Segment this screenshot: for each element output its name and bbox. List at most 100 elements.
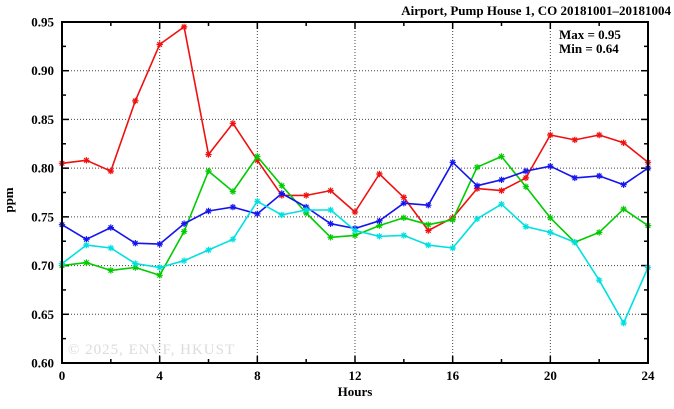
data-point-marker — [205, 151, 212, 158]
data-point-marker — [473, 163, 481, 171]
data-point-marker — [156, 264, 163, 271]
x-tick-label: 4 — [156, 368, 163, 383]
data-point-marker — [547, 162, 554, 170]
data-point-marker — [620, 139, 627, 147]
data-point-marker — [132, 260, 139, 267]
data-point-marker — [571, 136, 578, 144]
data-point-marker — [254, 198, 261, 205]
data-point-marker — [620, 181, 627, 188]
x-tick-label: 24 — [642, 368, 656, 383]
data-point-marker — [132, 97, 139, 105]
plot-border — [61, 21, 649, 364]
y-tick-label: 0.80 — [31, 161, 54, 176]
y-tick-label: 0.85 — [31, 112, 54, 127]
data-point-marker — [547, 131, 554, 139]
data-point-marker — [254, 157, 261, 164]
data-point-marker — [596, 131, 603, 139]
data-point-marker — [449, 244, 456, 252]
data-point-marker — [351, 232, 359, 239]
data-point-marker — [498, 187, 505, 194]
data-point-marker — [473, 182, 481, 189]
x-tick-label: 0 — [59, 368, 66, 383]
data-point-marker — [107, 224, 115, 231]
data-point-marker — [620, 319, 627, 327]
data-point-marker — [156, 41, 163, 48]
data-point-marker — [425, 241, 432, 249]
y-tick-label: 0.65 — [31, 307, 54, 322]
data-point-marker — [400, 199, 407, 207]
data-point-marker — [498, 200, 505, 208]
data-point-marker — [180, 220, 188, 227]
data-point-marker — [400, 232, 407, 239]
data-point-marker — [425, 227, 432, 234]
data-point-marker — [303, 192, 310, 199]
data-point-marker — [278, 211, 285, 219]
data-point-marker — [547, 229, 554, 236]
watermark-text: © 2025, ENVF, HKUST — [68, 342, 236, 358]
data-point-marker — [83, 157, 90, 164]
data-point-marker — [522, 223, 530, 230]
data-point-marker — [132, 239, 139, 247]
max-annotation: Max = 0.95 — [559, 27, 621, 42]
data-point-marker — [596, 172, 603, 180]
min-annotation: Min = 0.64 — [559, 41, 619, 56]
data-point-marker — [449, 159, 456, 166]
data-point-marker — [522, 174, 530, 182]
y-tick-label: 0.90 — [31, 63, 54, 78]
data-point-marker — [522, 183, 530, 190]
tick-labels: 0.60 0.65 0.70 0.75 0.80 0.85 0.90 0.95 0 4 8 12 16 2… — [31, 15, 655, 384]
data-point-marker — [83, 259, 90, 266]
data-point-marker — [83, 236, 90, 243]
y-tick-label: 0.70 — [31, 258, 54, 273]
data-point-marker — [107, 167, 115, 175]
data-point-marker — [205, 207, 212, 215]
data-point-marker — [205, 167, 212, 175]
data-point-marker — [522, 167, 530, 175]
data-point-marker — [571, 238, 578, 246]
x-axis-label: Hours — [337, 384, 373, 399]
data-point-marker — [376, 170, 383, 178]
data-point-marker — [449, 216, 456, 224]
data-point-marker — [327, 206, 334, 214]
data-point-marker — [327, 220, 334, 227]
data-point-marker — [229, 203, 237, 211]
data-point-marker — [229, 120, 237, 127]
data-point-marker — [205, 246, 212, 254]
series-day-1-red — [58, 23, 652, 234]
data-point-marker — [400, 214, 407, 222]
x-tick-label: 20 — [544, 368, 557, 383]
data-point-marker — [425, 221, 432, 228]
data-point-marker — [596, 277, 603, 284]
data-point-marker — [83, 241, 90, 249]
data-point-marker — [327, 187, 334, 194]
y-tick-label: 0.75 — [31, 209, 54, 224]
data-point-marker — [376, 233, 383, 240]
chart-title: Airport, Pump House 1, CO 20181001–20181… — [401, 3, 671, 18]
data-point-marker — [400, 194, 407, 201]
data-point-marker — [547, 214, 554, 222]
data-point-marker — [132, 264, 139, 271]
y-tick-label: 0.60 — [31, 356, 54, 371]
data-point-marker — [351, 208, 359, 216]
data-point-marker — [327, 234, 334, 241]
x-tick-label: 12 — [349, 368, 362, 383]
data-point-marker — [107, 267, 115, 274]
data-point-marker — [180, 257, 188, 264]
data-point-marker — [376, 217, 383, 225]
data-point-marker — [376, 222, 383, 229]
data-point-marker — [620, 205, 627, 213]
data-point-marker — [425, 201, 432, 209]
x-tick-label: 16 — [446, 368, 460, 383]
data-point-marker — [254, 210, 261, 218]
data-point-marker — [278, 190, 285, 197]
data-point-marker — [229, 236, 237, 243]
data-point-marker — [156, 272, 163, 279]
data-point-marker — [278, 182, 285, 189]
data-point-marker — [596, 229, 603, 236]
data-point-marker — [254, 153, 261, 160]
y-tick-label: 0.95 — [31, 15, 54, 30]
y-axis-label: ppm — [1, 187, 16, 213]
data-point-marker — [473, 215, 481, 223]
